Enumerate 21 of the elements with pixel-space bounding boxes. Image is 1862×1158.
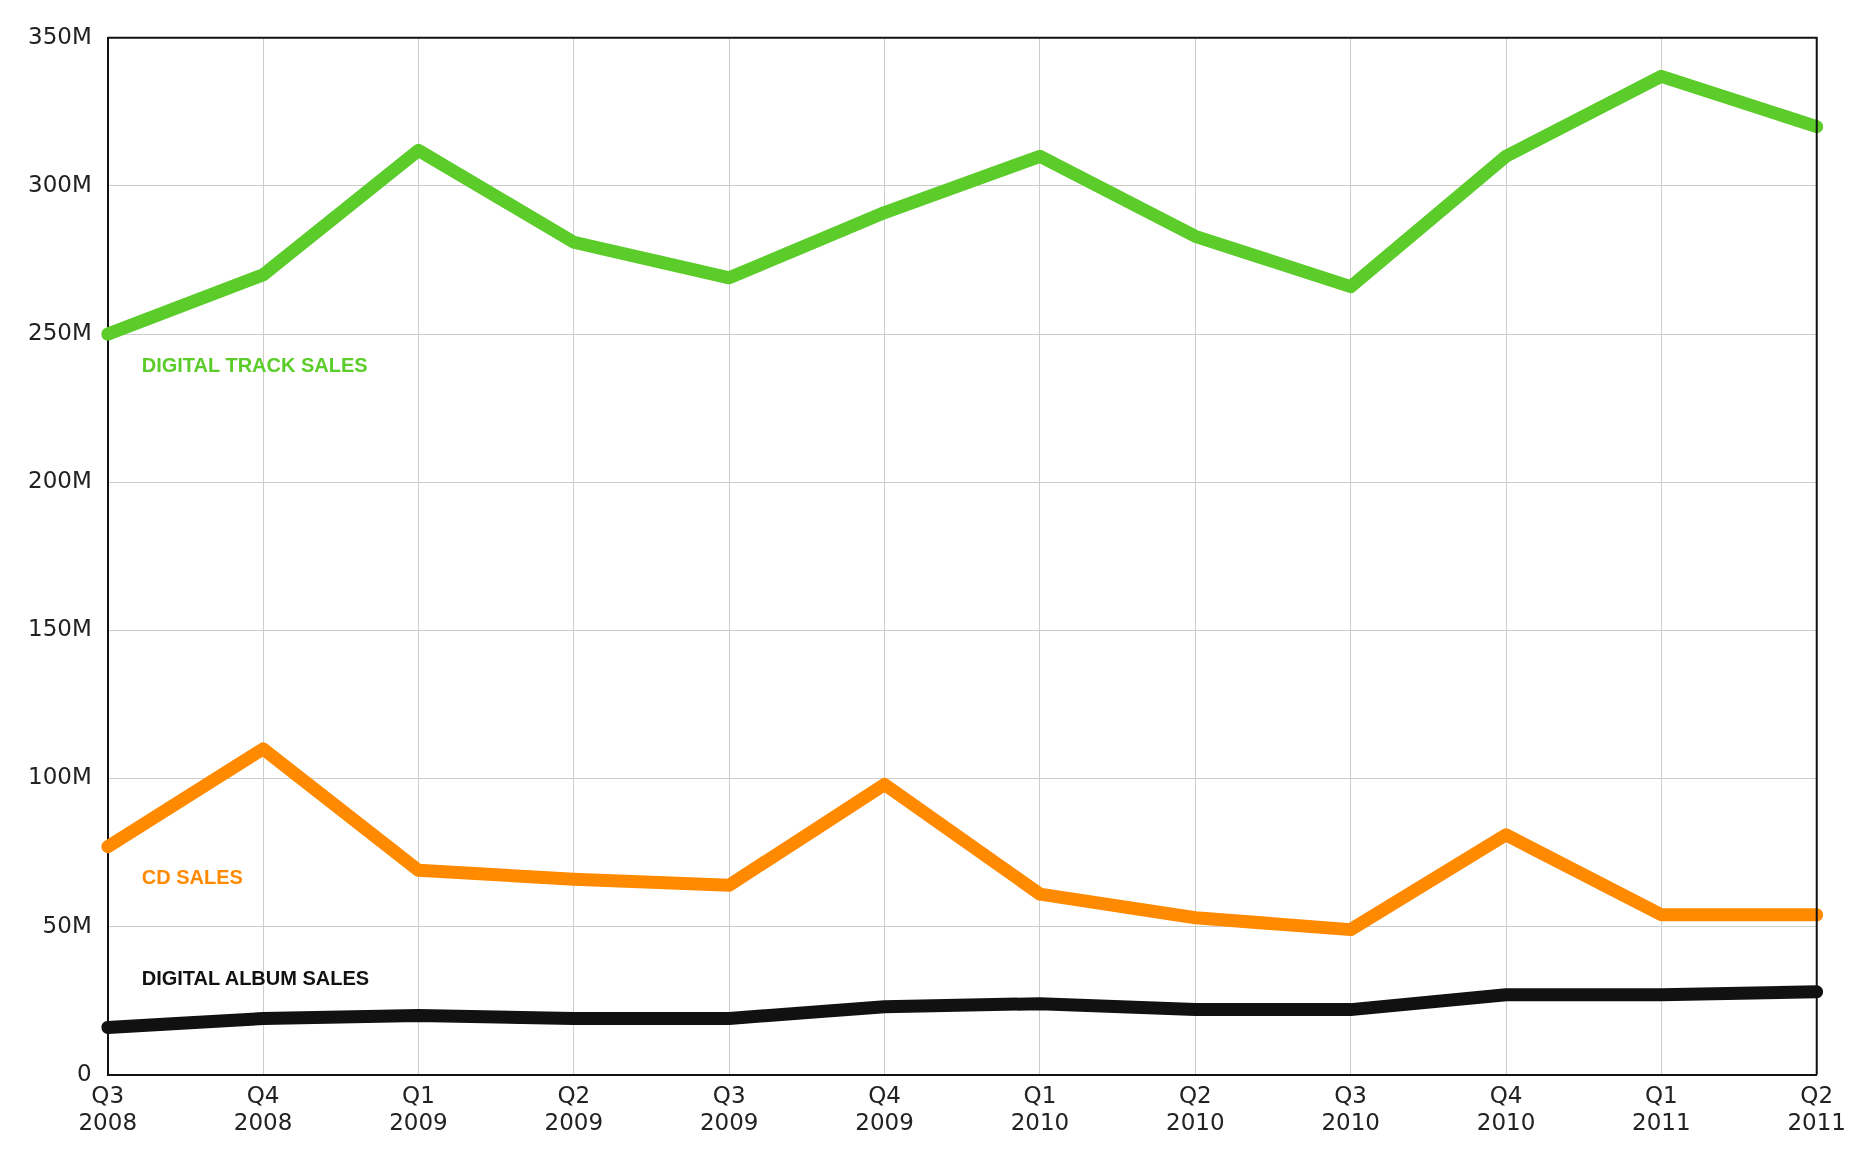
x-tick-label: Q2 2010 (1166, 1081, 1225, 1136)
x-tick-label: Q3 2010 (1321, 1081, 1380, 1136)
y-tick-label: 300M (27, 170, 92, 197)
y-tick-label: 150M (27, 615, 92, 642)
y-tick-label: 250M (27, 319, 92, 346)
x-tick-label: Q1 2009 (389, 1081, 448, 1136)
x-tick-label: Q1 2010 (1010, 1081, 1070, 1136)
y-tick-label: 350M (27, 22, 92, 49)
y-tick-label: 50M (42, 911, 92, 938)
x-tick-label: Q4 2009 (855, 1081, 914, 1136)
x-tick-label: Q4 2010 (1476, 1081, 1536, 1136)
y-tick-label: 100M (27, 763, 92, 790)
x-tick-label: Q2 2009 (544, 1081, 604, 1136)
x-tick-label: Q2 2011 (1787, 1081, 1847, 1136)
y-tick-label: 200M (27, 467, 92, 494)
series-label: DIGITAL TRACK SALES (141, 353, 368, 376)
series-label: CD SALES (141, 866, 243, 889)
x-tick-label: Q4 2008 (233, 1081, 293, 1136)
x-tick-label: Q1 2011 (1632, 1081, 1691, 1136)
x-tick-label: Q3 2009 (699, 1081, 759, 1136)
series-label: DIGITAL ALBUM SALES (141, 966, 370, 989)
